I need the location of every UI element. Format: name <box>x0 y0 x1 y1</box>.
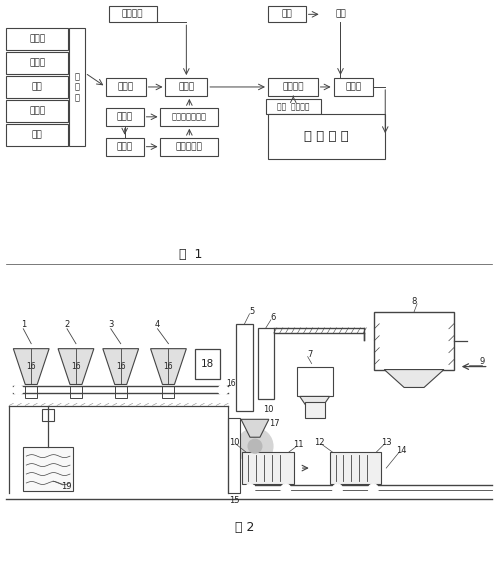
Text: 一次发泡仓: 一次发泡仓 <box>176 142 203 151</box>
Polygon shape <box>300 396 329 418</box>
Circle shape <box>237 428 273 464</box>
Text: 粉煤灰: 粉煤灰 <box>29 58 45 67</box>
Bar <box>109 6 157 22</box>
Bar <box>6 52 68 74</box>
Bar <box>6 76 68 98</box>
Bar <box>268 6 306 22</box>
Bar <box>23 447 73 491</box>
Bar <box>106 78 146 96</box>
Polygon shape <box>384 370 444 387</box>
Bar <box>42 409 54 422</box>
Bar <box>115 387 127 398</box>
Text: 切裁场: 切裁场 <box>345 83 361 92</box>
Bar <box>228 418 240 493</box>
Text: 13: 13 <box>381 438 392 447</box>
Bar <box>258 328 274 400</box>
Circle shape <box>332 484 342 494</box>
Text: 10: 10 <box>229 438 240 447</box>
Text: 添加剂库: 添加剂库 <box>122 10 143 19</box>
Text: 6: 6 <box>270 314 275 323</box>
Text: 4: 4 <box>155 320 160 329</box>
Text: 16: 16 <box>71 362 81 371</box>
Text: 搅拌机: 搅拌机 <box>178 83 195 92</box>
Text: 16: 16 <box>226 379 236 388</box>
Bar <box>166 78 207 96</box>
Text: 8: 8 <box>411 297 417 306</box>
Bar <box>329 452 381 484</box>
Bar <box>163 387 175 398</box>
Bar <box>70 387 82 398</box>
Text: 16: 16 <box>26 362 36 371</box>
Text: 模具组合: 模具组合 <box>282 83 303 92</box>
Bar <box>6 28 68 50</box>
Bar <box>242 452 294 484</box>
Text: 15: 15 <box>229 496 240 505</box>
Text: 养护: 养护 <box>335 10 346 19</box>
Bar <box>106 138 144 156</box>
Bar <box>268 114 385 158</box>
Bar <box>195 348 220 379</box>
Text: 皮带机: 皮带机 <box>118 83 134 92</box>
Text: 图  1: 图 1 <box>179 248 202 261</box>
Polygon shape <box>151 348 186 384</box>
Bar <box>305 402 324 418</box>
Text: 3: 3 <box>108 320 113 329</box>
Text: 成 品 仓 库: 成 品 仓 库 <box>304 130 349 143</box>
Text: 发泡机: 发泡机 <box>117 142 133 151</box>
Text: 2: 2 <box>64 320 70 329</box>
Bar <box>69 28 85 146</box>
Text: 9: 9 <box>479 357 485 366</box>
Text: 7: 7 <box>307 350 312 359</box>
Text: 图 2: 图 2 <box>236 522 254 534</box>
Bar <box>161 138 218 156</box>
Bar <box>266 99 320 114</box>
Text: 5: 5 <box>250 307 255 316</box>
Circle shape <box>248 439 262 453</box>
Text: 11: 11 <box>293 439 304 448</box>
Bar <box>268 78 318 96</box>
Text: 水泵: 水泵 <box>281 10 292 19</box>
Bar <box>6 124 68 146</box>
Text: 模具  维行板库: 模具 维行板库 <box>277 102 309 111</box>
Bar <box>106 108 144 126</box>
Text: 14: 14 <box>396 446 406 455</box>
Text: 石膏粉: 石膏粉 <box>29 35 45 44</box>
Polygon shape <box>103 348 139 384</box>
Text: 聚苯乙烯颗粒仓: 聚苯乙烯颗粒仓 <box>172 112 207 121</box>
Circle shape <box>368 484 378 494</box>
Text: 皮
带
秤: 皮 带 秤 <box>74 72 79 102</box>
Text: 12: 12 <box>314 438 325 447</box>
Text: 17: 17 <box>269 419 280 428</box>
Bar <box>6 100 68 122</box>
Text: 18: 18 <box>201 359 215 369</box>
Bar <box>333 78 373 96</box>
Polygon shape <box>58 348 94 384</box>
Text: 10: 10 <box>262 405 273 414</box>
Bar <box>25 387 37 398</box>
Text: 16: 16 <box>116 362 126 371</box>
Text: 1: 1 <box>20 320 26 329</box>
Polygon shape <box>241 419 269 437</box>
Bar <box>374 312 454 370</box>
Bar <box>236 324 253 411</box>
Text: 19: 19 <box>61 482 71 492</box>
Bar <box>161 108 218 126</box>
Text: 16: 16 <box>164 362 173 371</box>
Text: 原料仓: 原料仓 <box>117 112 133 121</box>
Circle shape <box>218 385 228 395</box>
Bar <box>297 366 332 396</box>
Text: 水渣: 水渣 <box>32 83 42 92</box>
Polygon shape <box>13 348 49 384</box>
Text: 珍珠岩: 珍珠岩 <box>29 106 45 115</box>
Circle shape <box>281 484 291 494</box>
Text: 水泥: 水泥 <box>32 130 42 139</box>
Circle shape <box>13 385 23 395</box>
Circle shape <box>245 484 255 494</box>
